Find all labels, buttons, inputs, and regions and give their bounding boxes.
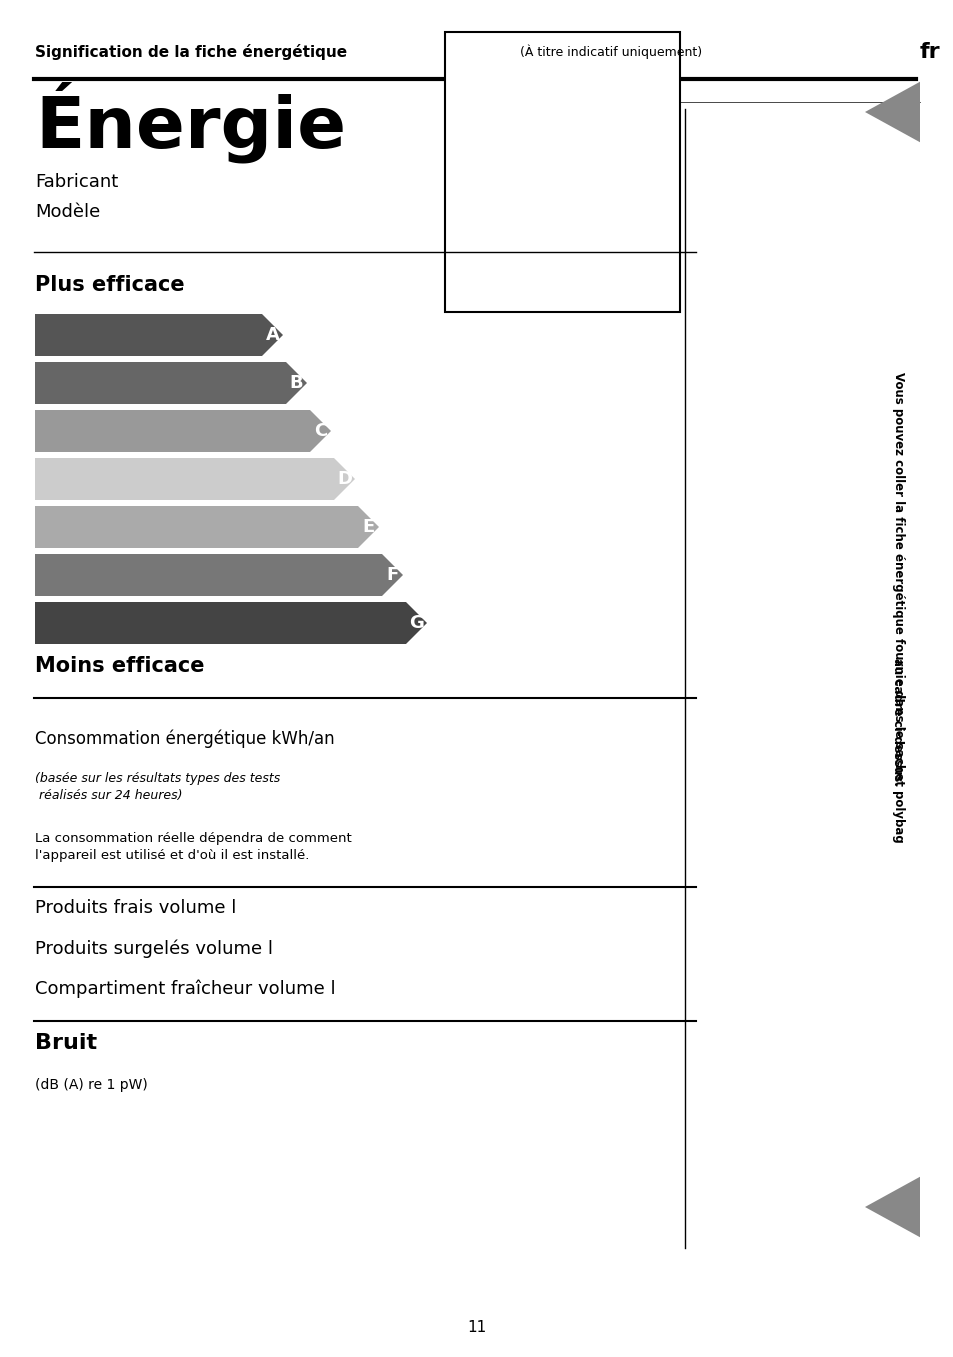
Polygon shape: [864, 81, 919, 142]
Polygon shape: [35, 313, 283, 356]
Text: Plus efficace: Plus efficace: [35, 275, 185, 294]
Polygon shape: [35, 362, 307, 404]
Text: A: A: [265, 326, 279, 345]
Text: (basée sur les résultats types des tests
 réalisés sur 24 heures): (basée sur les résultats types des tests…: [35, 772, 280, 802]
Text: (À titre indicatif uniquement): (À titre indicatif uniquement): [519, 45, 701, 60]
Text: (dB (A) re 1 pW): (dB (A) re 1 pW): [35, 1077, 148, 1092]
Text: E: E: [362, 518, 375, 536]
Polygon shape: [35, 459, 355, 499]
Text: F: F: [386, 566, 398, 584]
Polygon shape: [35, 506, 378, 548]
Text: Vous pouvez coller la fiche énergétique fournie dans le sachet polybag: Vous pouvez coller la fiche énergétique …: [890, 372, 903, 843]
Text: Produits frais volume l: Produits frais volume l: [35, 898, 236, 917]
Text: Produits surgelés volume l: Produits surgelés volume l: [35, 939, 273, 958]
Polygon shape: [35, 603, 427, 645]
Polygon shape: [35, 410, 331, 452]
Text: C: C: [314, 422, 327, 440]
Text: fr: fr: [919, 42, 940, 62]
Text: G: G: [409, 613, 423, 632]
Text: Modèle: Modèle: [35, 204, 100, 221]
Text: Compartiment fraîcheur volume l: Compartiment fraîcheur volume l: [35, 978, 335, 997]
Polygon shape: [864, 1177, 919, 1238]
Text: Énergie: Énergie: [35, 81, 346, 163]
Polygon shape: [35, 554, 402, 596]
Text: Bruit: Bruit: [35, 1033, 97, 1053]
Text: au cadre ci-dessus.: au cadre ci-dessus.: [889, 658, 902, 786]
Text: Fabricant: Fabricant: [35, 172, 118, 191]
Text: 11: 11: [467, 1319, 486, 1334]
Bar: [444, 33, 679, 312]
Text: B: B: [290, 375, 303, 392]
Text: La consommation réelle dépendra de comment
l'appareil est utilisé et d'où il est: La consommation réelle dépendra de comme…: [35, 832, 352, 862]
Text: D: D: [336, 470, 352, 489]
Text: Signification de la fiche énergétique: Signification de la fiche énergétique: [35, 43, 347, 60]
Text: Moins efficace: Moins efficace: [35, 655, 204, 676]
Text: Consommation énergétique kWh/an: Consommation énergétique kWh/an: [35, 730, 335, 749]
